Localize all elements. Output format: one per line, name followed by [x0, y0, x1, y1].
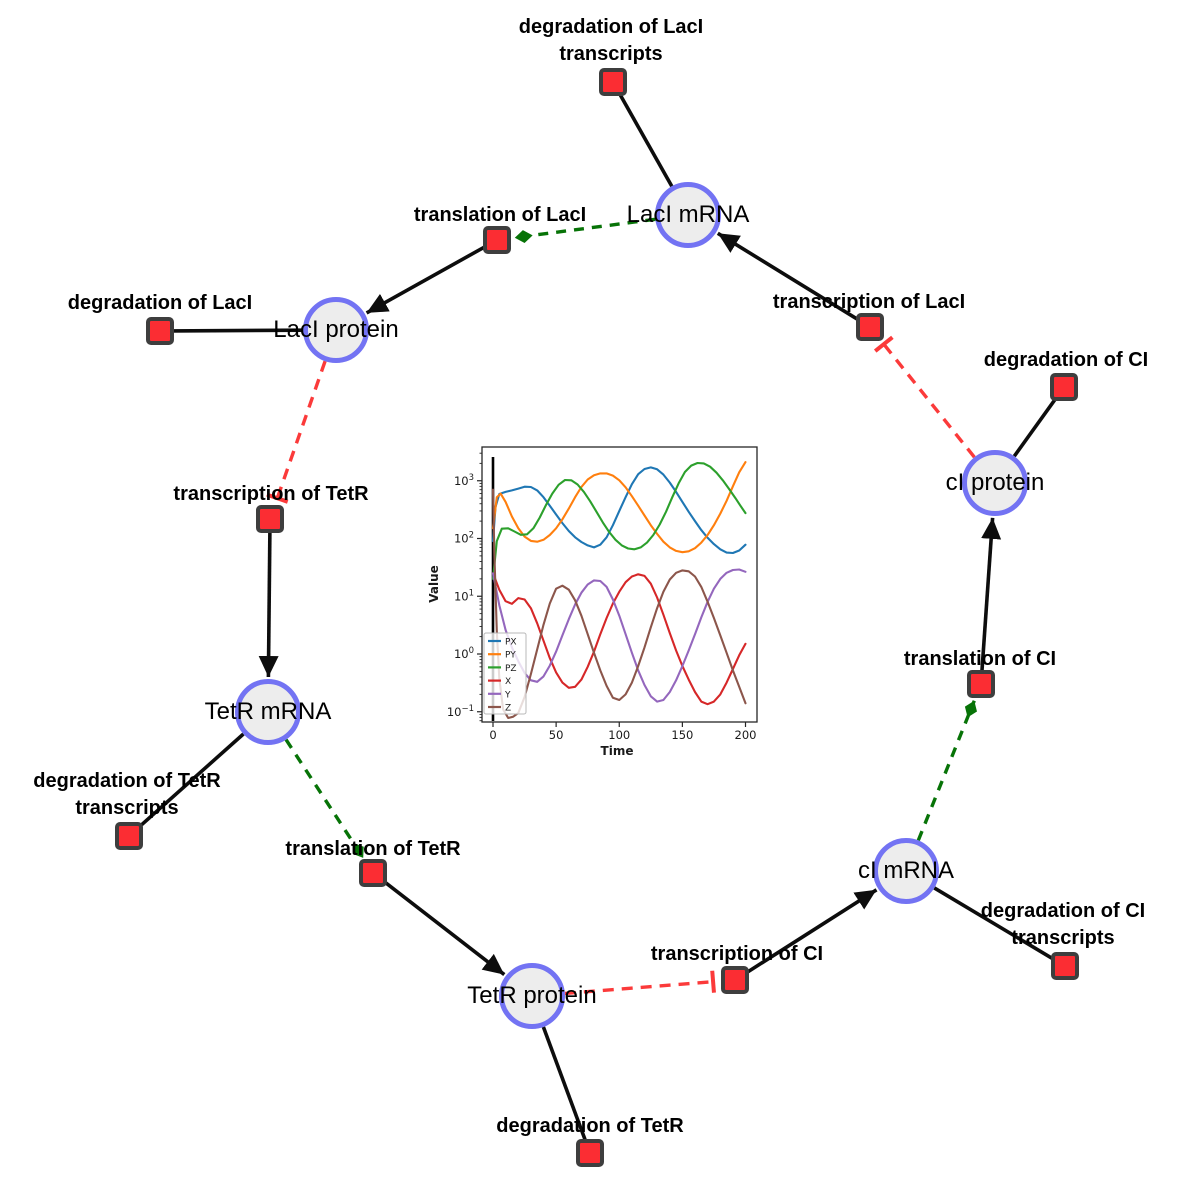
reaction-label-line: transcripts	[1011, 927, 1115, 949]
reaction-node-deg_TetR[interactable]	[576, 1139, 604, 1167]
reaction-label-line: translation of TetR	[285, 838, 461, 860]
legend-label-Z: Z	[505, 704, 511, 714]
reaction-label-deg_TetR: degradation of TetR	[496, 1113, 683, 1140]
reaction-label-transl_CI: translation of CI	[904, 646, 1056, 673]
reaction-node-deg_CI_tx[interactable]	[1051, 952, 1079, 980]
x-tick-label: 50	[549, 728, 564, 742]
series-line-X	[491, 572, 747, 706]
reaction-node-tx_TetR[interactable]	[256, 505, 284, 533]
reaction-label-transl_TetR: translation of TetR	[285, 836, 460, 863]
reaction-node-tx_CI[interactable]	[721, 966, 749, 994]
reaction-label-line: degradation of CI	[980, 900, 1146, 922]
timecourse-inset-plot: 10−1 100 101 102 103 0 50 100 150 200 Time Value PX P…	[418, 422, 770, 762]
reaction-node-transl_CI[interactable]	[967, 670, 995, 698]
legend-label-Y: Y	[504, 690, 511, 700]
reaction-label-line: translation of CI	[903, 648, 1057, 670]
edge-product-tx_CI-cI_mRNA[interactable]	[743, 888, 878, 976]
species-label-cI_mRNA: cI mRNA	[858, 857, 954, 884]
series-line-PY	[491, 461, 747, 554]
reaction-label-line: translation of LacI	[413, 204, 587, 226]
reaction-label-line: transcription of CI	[650, 943, 824, 965]
edge-product-transl_LacI-LacI_protein[interactable]	[365, 243, 489, 315]
species-label-LacI_mRNA: LacI mRNA	[626, 201, 750, 228]
reaction-label-line: degradation of TetR	[496, 1115, 684, 1137]
edge-reactant-cI_protein-deg_CI[interactable]	[1012, 394, 1060, 458]
edge-modifier-LacI_mRNA-transl_LacI[interactable]	[514, 217, 656, 243]
edge-inhibition-TetR_protein-tx_CI[interactable]	[564, 970, 716, 996]
reaction-label-line: degradation of TetR	[33, 770, 221, 792]
reaction-node-tx_LacI[interactable]	[856, 313, 884, 341]
species-node-LacI_protein[interactable]	[303, 297, 369, 363]
y-axis-label: Value	[427, 565, 441, 603]
reaction-label-tx_CI: transcription of CI	[651, 941, 823, 968]
legend-label-PX: PX	[505, 638, 517, 648]
edge-modifier-cI_mRNA-transl_CI[interactable]	[916, 700, 977, 842]
series-line-PZ	[491, 461, 747, 580]
species-node-TetR_mRNA[interactable]	[235, 679, 301, 745]
x-axis-label: Time	[601, 744, 634, 758]
edge-product-transl_CI-cI_protein[interactable]	[980, 517, 1002, 674]
reaction-label-deg_LacI_tx: degradation of LacI transcripts	[519, 14, 703, 68]
legend-label-X: X	[505, 677, 511, 687]
species-node-cI_protein[interactable]	[962, 450, 1028, 516]
edge-reactant-TetR_mRNA-deg_TetR_tx[interactable]	[136, 732, 245, 831]
reaction-label-tx_LacI: transcription of LacI	[773, 289, 965, 316]
reaction-node-deg_LacI[interactable]	[146, 317, 174, 345]
reaction-label-line: transcripts	[75, 797, 179, 819]
reaction-label-line: transcription of TetR	[173, 483, 369, 505]
reaction-label-line: degradation of LacI	[518, 16, 704, 38]
edge-reactant-TetR_protein-deg_TetR[interactable]	[541, 1026, 588, 1144]
species-label-cI_protein: cI protein	[945, 469, 1045, 496]
reaction-label-line: degradation of LacI	[67, 292, 253, 314]
series-line-Y	[491, 568, 747, 703]
species-label-TetR_protein: TetR protein	[467, 982, 597, 1009]
edge-inhibition-cI_protein-tx_LacI[interactable]	[873, 335, 976, 459]
species-node-TetR_protein[interactable]	[499, 963, 565, 1029]
legend-label-PZ: PZ	[505, 664, 517, 674]
reaction-node-deg_TetR_tx[interactable]	[115, 822, 143, 850]
reaction-label-line: transcription of LacI	[772, 291, 966, 313]
reaction-label-deg_TetR_tx: degradation of TetR transcripts	[33, 768, 220, 822]
species-label-LacI_protein: LacI protein	[273, 316, 399, 343]
edge-modifier-TetR_mRNA-transl_TetR[interactable]	[284, 738, 365, 859]
edge-reactant-LacI_mRNA-deg_LacI_tx[interactable]	[616, 90, 674, 188]
reaction-label-transl_LacI: translation of LacI	[414, 202, 586, 229]
series-line-PX	[491, 466, 747, 555]
edge-reactant-LacI_protein-deg_LacI[interactable]	[170, 328, 304, 333]
edge-product-tx_LacI-LacI_mRNA[interactable]	[716, 231, 862, 323]
x-tick-label: 200	[735, 728, 757, 742]
reaction-label-deg_CI_tx: degradation of CI transcripts	[981, 898, 1145, 952]
edge-reactant-cI_mRNA-deg_CI_tx[interactable]	[933, 886, 1057, 962]
edge-product-tx_TetR-TetR_mRNA[interactable]	[258, 529, 279, 678]
reaction-label-tx_TetR: transcription of TetR	[173, 481, 368, 508]
reaction-label-line: degradation of CI	[983, 349, 1149, 371]
reaction-node-transl_TetR[interactable]	[359, 859, 387, 887]
species-node-LacI_mRNA[interactable]	[655, 182, 721, 248]
reaction-label-deg_LacI: degradation of LacI	[68, 290, 252, 317]
edge-product-transl_TetR-TetR_protein[interactable]	[380, 878, 506, 977]
species-node-cI_mRNA[interactable]	[873, 838, 939, 904]
edge-inhibition-LacI_protein-tx_TetR[interactable]	[266, 360, 327, 504]
reaction-label-deg_CI: degradation of CI	[984, 347, 1148, 374]
reaction-node-deg_CI[interactable]	[1050, 373, 1078, 401]
species-label-TetR_mRNA: TetR mRNA	[204, 698, 332, 725]
reaction-label-line: transcripts	[559, 43, 663, 65]
x-tick-label: 150	[671, 728, 693, 742]
x-tick-label: 100	[608, 728, 630, 742]
legend-label-PY: PY	[505, 651, 516, 661]
reaction-node-transl_LacI[interactable]	[483, 226, 511, 254]
reaction-node-deg_LacI_tx[interactable]	[599, 68, 627, 96]
x-tick-label: 0	[489, 728, 496, 742]
